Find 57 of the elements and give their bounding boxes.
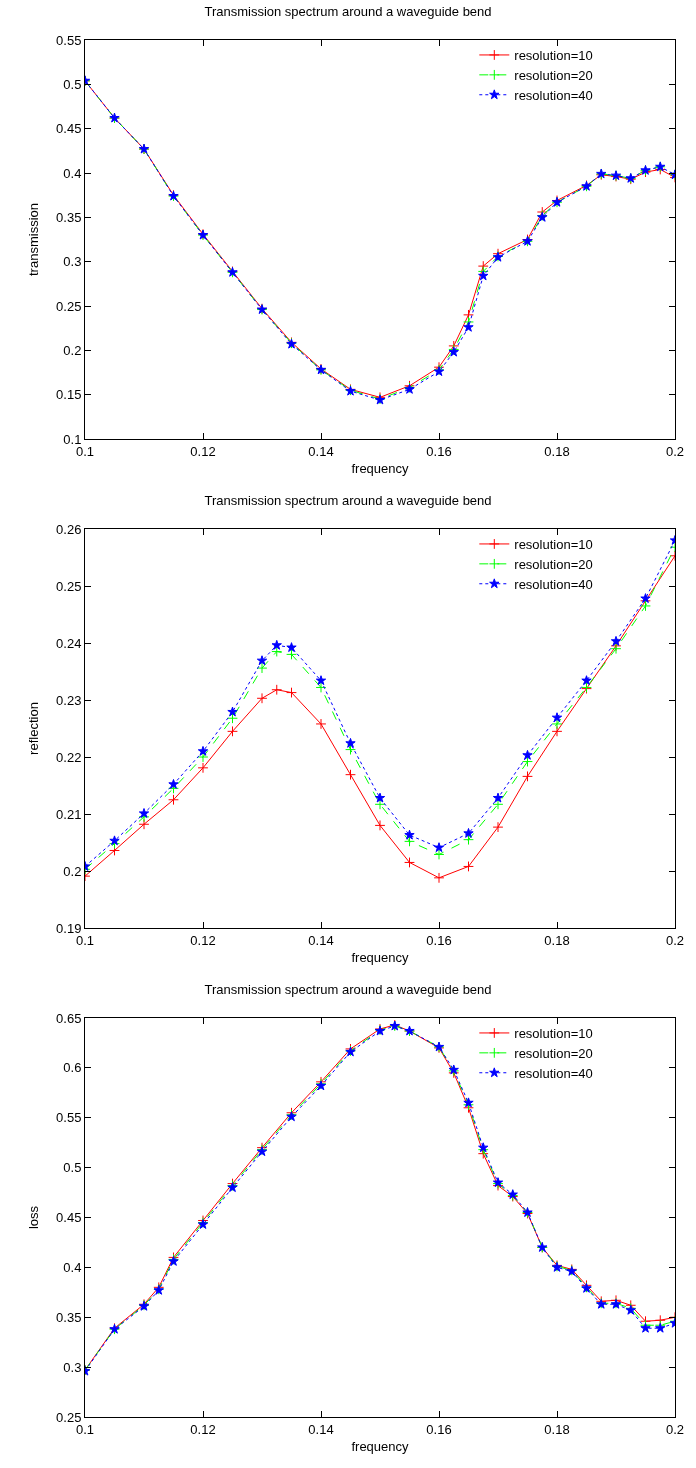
x-tick-label: 0.16 <box>426 932 452 948</box>
y-tick-label: 0.6 <box>63 1060 82 1076</box>
y-tick-label: 0.35 <box>56 1309 82 1325</box>
y-tick-label: 0.26 <box>56 521 82 537</box>
x-tick-label: 0.18 <box>544 1421 570 1437</box>
chart-title: Transmission spectrum around a waveguide bend <box>204 982 492 998</box>
y-tick-label: 0.5 <box>63 76 82 92</box>
x-tick-label: 0.2 <box>665 443 685 459</box>
x-tick-label: 0.2 <box>665 932 685 948</box>
legend-label: resolution=10 <box>514 537 593 553</box>
legend-label: resolution=40 <box>514 87 593 103</box>
x-tick-label: 0.12 <box>190 932 216 948</box>
x-tick-label: 0.14 <box>308 443 334 459</box>
x-tick-label: 0.14 <box>308 1421 334 1437</box>
y-tick-label: 0.45 <box>56 1210 82 1226</box>
y-tick-label: 0.15 <box>56 387 82 403</box>
y-axis-title: transmission <box>26 203 42 276</box>
legend-label: resolution=10 <box>514 48 593 64</box>
y-tick-label: 0.25 <box>56 578 82 594</box>
x-tick-label: 0.14 <box>308 932 334 948</box>
y-axis-title: reflection <box>26 702 42 755</box>
y-tick-label: 0.55 <box>56 32 82 48</box>
x-tick-label: 0.18 <box>544 932 570 948</box>
legend-label: resolution=40 <box>514 576 593 592</box>
y-axis-title: loss <box>26 1205 42 1230</box>
x-tick-label: 0.12 <box>190 443 216 459</box>
x-axis-title: frequency <box>351 1439 410 1455</box>
y-tick-label: 0.2 <box>63 863 82 879</box>
y-tick-label: 0.4 <box>63 1259 82 1275</box>
y-tick-label: 0.23 <box>56 692 82 708</box>
x-tick-label: 0.16 <box>426 443 452 459</box>
y-tick-label: 0.65 <box>56 1010 82 1026</box>
y-tick-label: 0.22 <box>56 749 82 765</box>
y-tick-label: 0.45 <box>56 121 82 137</box>
y-tick-label: 0.21 <box>56 806 82 822</box>
x-axis-title: frequency <box>351 950 410 966</box>
y-tick-label: 0.24 <box>56 635 82 651</box>
legend-label: resolution=10 <box>514 1026 593 1042</box>
y-tick-label: 0.3 <box>63 254 82 270</box>
x-tick-label: 0.16 <box>426 1421 452 1437</box>
legend-label: resolution=20 <box>514 556 593 572</box>
y-tick-label: 0.5 <box>63 1160 82 1176</box>
y-tick-label: 0.35 <box>56 209 82 225</box>
legend-label: resolution=20 <box>514 1045 593 1061</box>
x-tick-label: 0.18 <box>544 443 570 459</box>
legend-label: resolution=20 <box>514 67 593 83</box>
y-tick-label: 0.55 <box>56 1110 82 1126</box>
x-tick-label: 0.2 <box>665 1421 685 1437</box>
y-tick-label: 0.3 <box>63 1359 82 1375</box>
y-tick-label: 0.4 <box>63 165 82 181</box>
legend-label: resolution=40 <box>514 1065 593 1081</box>
x-axis-title: frequency <box>351 461 410 477</box>
x-tick-label: 0.12 <box>190 1421 216 1437</box>
y-tick-label: 0.25 <box>56 298 82 314</box>
y-tick-label: 0.2 <box>63 342 82 358</box>
chart-title: Transmission spectrum around a waveguide bend <box>204 493 492 509</box>
chart-title: Transmission spectrum around a waveguide bend <box>204 4 492 20</box>
